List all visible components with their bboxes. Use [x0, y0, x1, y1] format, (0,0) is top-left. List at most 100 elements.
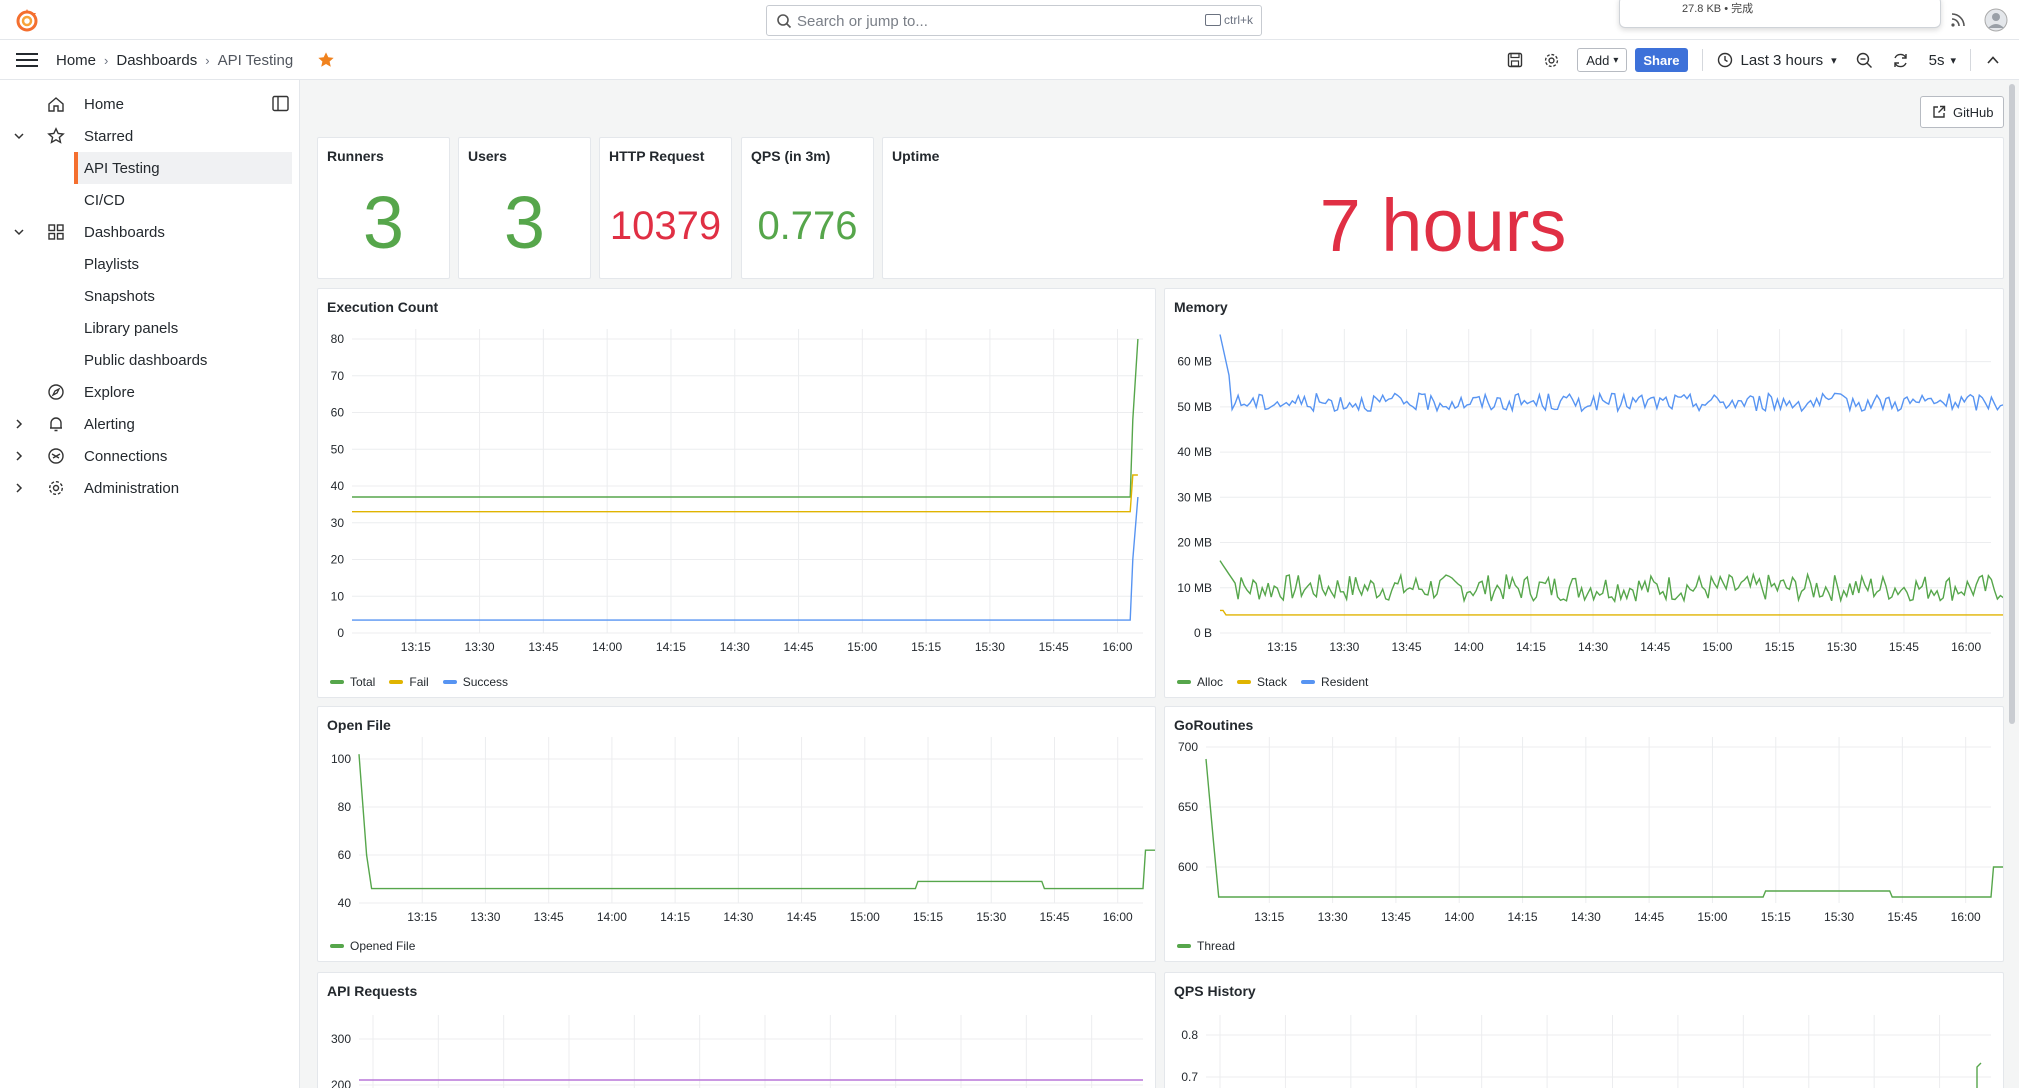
legend-swatch: [1237, 680, 1252, 684]
x-tick-label: 15:45: [1887, 910, 1917, 924]
breadcrumb-current: API Testing: [217, 51, 294, 69]
grafana-logo-icon[interactable]: [14, 7, 40, 33]
legend-item-thread[interactable]: Thread: [1177, 939, 1235, 953]
stat-panel-uptime[interactable]: Uptime 7 hours: [882, 137, 2004, 279]
stat-panel-users[interactable]: Users 3: [458, 137, 591, 279]
page-scrollbar[interactable]: [2009, 84, 2015, 724]
legend-item-fail[interactable]: Fail: [389, 675, 429, 689]
sidebar-item-label: Home: [84, 95, 125, 113]
y-tick-label: 650: [1178, 800, 1198, 814]
menu-icon[interactable]: [16, 52, 38, 68]
stat-panel-runners[interactable]: Runners 3: [317, 137, 450, 279]
chart-svg: 200 300: [331, 1015, 1143, 1088]
search-input[interactable]: [797, 10, 1177, 32]
sidebar-item-alerting[interactable]: Alerting: [0, 408, 300, 440]
y-tick-label: 0.7: [1181, 1070, 1198, 1084]
series-line-opened-file[interactable]: [358, 754, 1155, 890]
sidebar-item-starred[interactable]: Starred: [0, 120, 300, 152]
legend-label: Fail: [409, 675, 429, 689]
x-tick-label: 14:30: [1571, 910, 1601, 924]
series-line-thread[interactable]: [1205, 758, 2003, 898]
y-tick-label: 60: [338, 848, 352, 862]
y-tick-label: 0.8: [1181, 1028, 1198, 1042]
chevron-right-icon[interactable]: [13, 418, 25, 430]
search-box[interactable]: ctrl+k: [766, 5, 1262, 36]
github-link-button[interactable]: GitHub: [1920, 96, 2004, 128]
breadcrumb-dashboards[interactable]: Dashboards: [116, 51, 198, 69]
sidebar-item-dashboards[interactable]: Dashboards: [0, 216, 300, 248]
x-tick-label: 15:00: [850, 910, 880, 924]
refresh-button[interactable]: [1883, 45, 1919, 75]
sidebar-item-explore[interactable]: Explore: [0, 376, 300, 408]
dashboard-settings-button[interactable]: [1533, 45, 1569, 75]
add-button[interactable]: Add ▾: [1577, 48, 1628, 72]
user-avatar-icon[interactable]: [1984, 8, 2008, 32]
download-popup[interactable]: 27.8 KB • 完成: [1619, 0, 1941, 28]
series-line-resident[interactable]: [1219, 334, 2003, 414]
sidebar-item-label: Snapshots: [84, 287, 155, 305]
sidebar-item-label: Starred: [84, 127, 134, 145]
x-tick-label: 16:00: [1103, 910, 1133, 924]
panel-title: API Requests: [327, 983, 418, 999]
dock-menu-icon[interactable]: [272, 95, 289, 112]
series-line-stack[interactable]: [1220, 609, 2003, 616]
legend-item-resident[interactable]: Resident: [1301, 675, 1368, 689]
sidebar-item-public-dashboards[interactable]: Public dashboards: [0, 344, 300, 376]
download-status: 27.8 KB • 完成: [1682, 3, 1754, 15]
sidebar-item-ci-cd[interactable]: CI/CD: [0, 184, 300, 216]
y-tick-label: 100: [331, 752, 351, 766]
series-line-alloc[interactable]: [1219, 560, 2003, 604]
chevron-down-icon: ▾: [1613, 54, 1619, 66]
x-tick-label: 15:15: [1765, 640, 1795, 654]
series-line-total[interactable]: [352, 338, 1139, 498]
legend-item-total[interactable]: Total: [330, 675, 375, 689]
panel-goroutines[interactable]: GoRoutines 13:15 13:30 13:45 14:00 14:15 14:30…: [1164, 706, 2004, 962]
x-tick-label: 13:15: [1254, 910, 1284, 924]
legend-swatch: [1301, 680, 1316, 684]
zoom-out-button[interactable]: [1847, 45, 1883, 75]
share-button[interactable]: Share: [1635, 48, 1688, 72]
sidebar-item-snapshots[interactable]: Snapshots: [0, 280, 300, 312]
sidebar-item-playlists[interactable]: Playlists: [0, 248, 300, 280]
x-tick-label: 13:30: [1329, 640, 1359, 654]
x-tick-label: 14:30: [1578, 640, 1608, 654]
sidebar-item-api-testing[interactable]: API Testing: [0, 152, 300, 184]
save-dashboard-button[interactable]: [1497, 45, 1533, 75]
sidebar-item-connections[interactable]: Connections: [0, 440, 300, 472]
sidebar-item-administration[interactable]: Administration: [0, 472, 300, 504]
legend-label: Stack: [1257, 675, 1288, 689]
chevron-right-icon[interactable]: [13, 482, 25, 494]
time-range-picker[interactable]: Last 3 hours ▾: [1707, 52, 1847, 69]
panel-qps-history[interactable]: QPS History 0.7 0.8: [1164, 972, 2004, 1088]
rss-icon[interactable]: [1948, 10, 1968, 30]
chevron-right-icon[interactable]: [13, 450, 25, 462]
panel-open-file[interactable]: Open File 13:15 13:30 13:45 14:00 14:15 14:30 1…: [317, 706, 1156, 962]
legend-item-alloc[interactable]: Alloc: [1177, 675, 1223, 689]
y-tick-label: 50 MB: [1177, 400, 1212, 414]
panel-execution-count[interactable]: Execution Count 13:15 13:30 13:45 14:00 14:15…: [317, 288, 1156, 698]
legend-item-success[interactable]: Success: [442, 675, 508, 689]
stat-panel-http-request[interactable]: HTTP Request 10379: [599, 137, 732, 279]
add-label: Add: [1586, 52, 1610, 68]
legend-item-stack[interactable]: Stack: [1237, 675, 1287, 689]
sidebar-item-label: Playlists: [84, 255, 140, 273]
legend-label: Total: [350, 675, 376, 689]
chevron-down-icon[interactable]: [13, 130, 25, 142]
shortcut-label: ctrl+k: [1223, 13, 1253, 27]
series-line-success[interactable]: [352, 496, 1139, 621]
refresh-interval-picker[interactable]: 5s ▾: [1919, 52, 1966, 69]
breadcrumb-home[interactable]: Home: [56, 51, 97, 69]
x-tick-label: 15:00: [1697, 910, 1727, 924]
stat-panel-qps[interactable]: QPS (in 3m) 0.776: [741, 137, 874, 279]
sidebar-item-home[interactable]: Home: [0, 88, 300, 120]
sidebar-item-library-panels[interactable]: Library panels: [0, 312, 300, 344]
series-line-fail[interactable]: [352, 474, 1138, 513]
star-filled-icon[interactable]: [317, 51, 335, 69]
panel-api-requests[interactable]: API Requests 200 300: [317, 972, 1156, 1088]
chevron-down-icon[interactable]: [13, 226, 25, 238]
series-line-unnamed[interactable]: [1976, 1062, 1982, 1088]
panel-memory[interactable]: Memory 13:15 13:30 13:45 14:00 14:15 14:30 14:4…: [1164, 288, 2004, 698]
collapse-toolbar-button[interactable]: [1975, 45, 2011, 75]
legend-item-opened-file[interactable]: Opened File: [330, 939, 415, 953]
cog-icon: [48, 480, 64, 496]
